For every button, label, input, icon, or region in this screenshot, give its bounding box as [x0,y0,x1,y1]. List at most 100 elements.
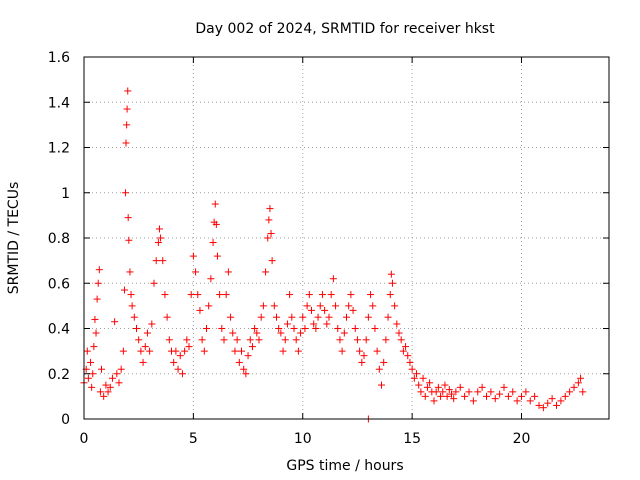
data-point [222,291,230,299]
y-tick-label: 0.4 [48,322,70,338]
data-point [441,381,449,389]
data-point [500,383,508,391]
data-point [327,291,335,299]
data-point [137,347,145,355]
data-point [367,291,375,299]
data-point [577,374,585,382]
data-point [351,325,359,332]
data-point [229,329,237,337]
data-point [141,343,149,351]
data-point [192,268,200,276]
data-point [321,306,329,314]
data-point [187,291,195,299]
data-point [526,397,534,405]
data-point [87,358,95,366]
data-point [531,392,539,400]
data-point [369,302,377,310]
data-point [176,352,184,360]
data-point [386,291,394,299]
data-point [108,374,116,382]
data-point [360,352,368,360]
data-point [430,397,438,405]
data-points-layer [80,87,587,423]
data-point [345,302,353,310]
data-point [148,320,156,328]
data-point [259,302,267,310]
x-tick-label: 20 [513,431,531,447]
data-point [235,358,243,366]
y-tick-label: 1 [61,186,70,202]
data-point [113,370,121,378]
data-point [218,325,226,332]
data-point [265,216,273,224]
data-point [456,383,464,391]
data-point [213,252,221,260]
data-point [231,347,239,355]
data-point [240,365,248,373]
data-point [255,336,263,344]
data-point [423,383,431,391]
data-point [238,347,245,355]
x-tick-label: 10 [294,431,312,447]
data-point [553,401,560,409]
data-point [279,347,287,355]
data-point [434,383,442,391]
data-point [124,214,132,222]
data-point [205,302,213,310]
data-point [119,347,127,355]
data-point [106,383,114,391]
data-point [233,336,241,344]
data-point [93,295,101,303]
data-point [375,365,383,373]
y-tick-label: 1.4 [48,95,70,111]
data-point [242,370,250,378]
data-point [270,302,278,310]
data-point [445,386,453,394]
x-tick-label: 5 [189,431,198,447]
data-point [347,291,355,299]
data-point [200,347,208,355]
data-point [163,313,171,321]
data-point [120,286,128,294]
data-point [128,302,136,310]
data-point [518,392,525,400]
data-point [426,379,434,387]
data-point [393,320,401,328]
data-point [391,302,399,310]
data-point [84,374,92,382]
data-point [395,329,403,337]
data-point [196,306,204,314]
data-point [172,347,180,355]
data-point [535,401,543,409]
data-point [487,388,495,396]
data-point [224,268,232,276]
data-point [283,320,291,328]
data-point [244,352,252,360]
data-point [413,370,420,378]
data-point [371,325,379,332]
data-point [102,381,110,389]
data-point [356,347,364,355]
data-point [417,388,425,396]
data-point [181,347,189,355]
data-point [155,225,163,233]
data-point [98,365,105,373]
data-point [574,379,582,387]
data-point [122,189,130,197]
data-point [262,268,270,276]
data-point [318,291,326,299]
data-point [570,383,578,391]
data-point [388,279,396,287]
data-point [178,370,186,378]
data-point [123,105,131,113]
data-point [292,336,300,344]
data-point [165,336,173,344]
data-point [373,347,381,355]
data-point [227,313,235,321]
data-point [504,392,512,400]
data-point [353,336,361,344]
data-point [122,139,130,147]
data-point [382,336,390,344]
data-point [483,392,490,400]
